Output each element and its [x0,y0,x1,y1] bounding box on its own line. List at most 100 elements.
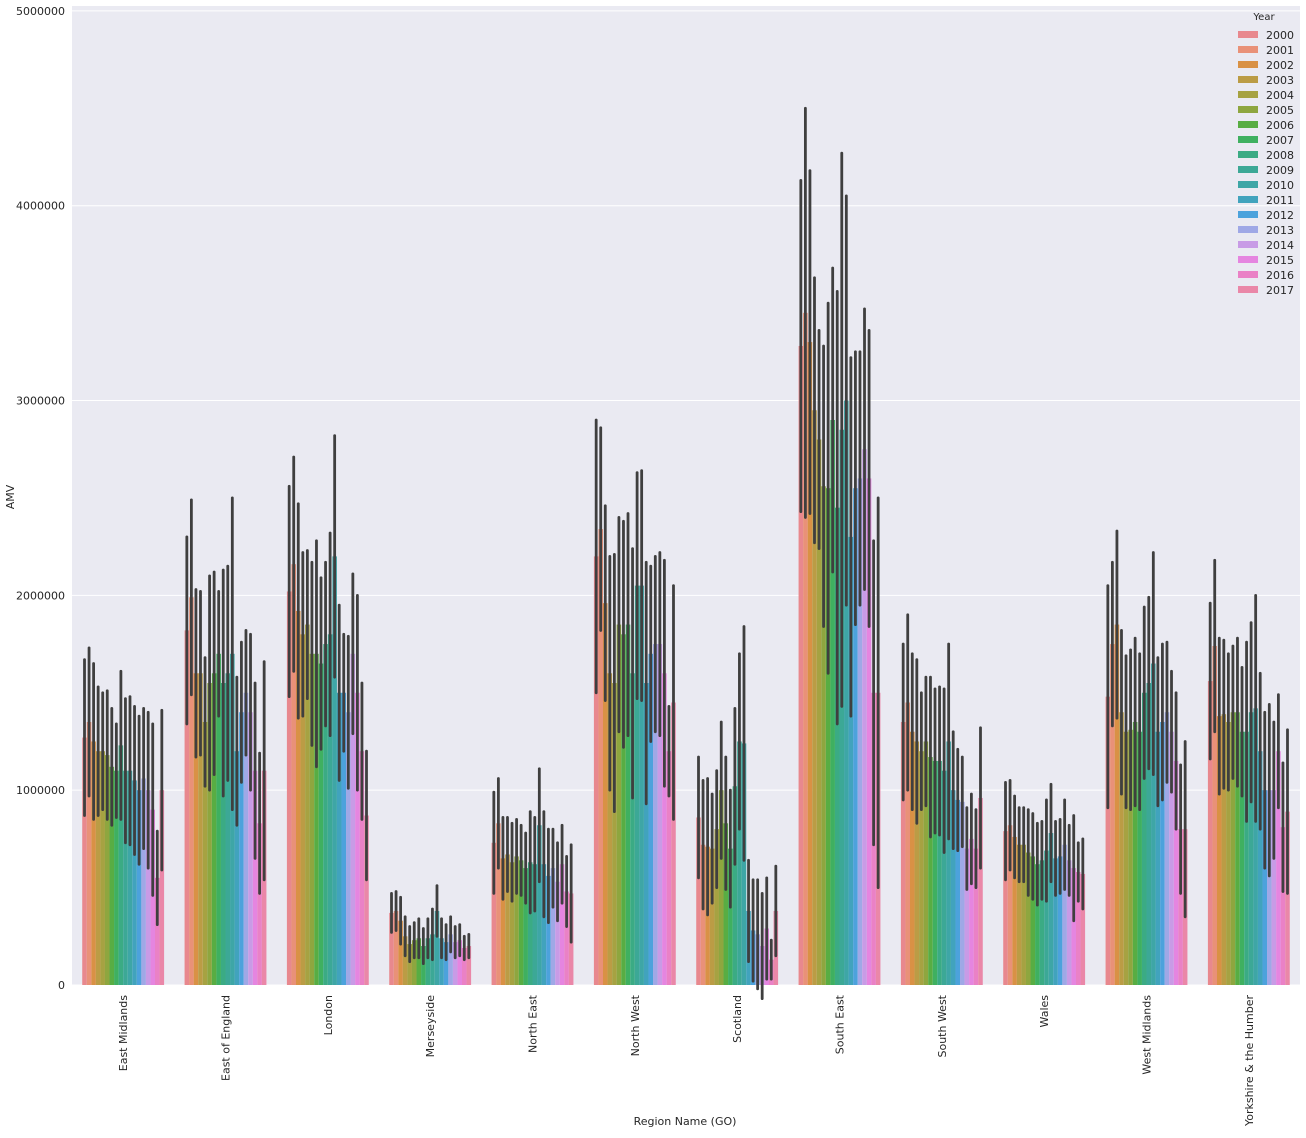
bar [848,536,854,985]
legend-swatch [1238,286,1258,293]
bar [550,868,556,985]
bar [1221,714,1227,985]
bar [714,829,719,985]
legend-label: 2000 [1266,29,1294,42]
x-tick-label: South East [834,994,847,1054]
bar [914,741,920,985]
x-tick-label: East Midlands [117,995,130,1072]
bar [807,342,813,986]
bar [1257,751,1263,985]
legend-label: 2004 [1266,89,1294,102]
bar [350,653,356,985]
bar [207,683,212,985]
bar [1039,860,1045,985]
bar [653,644,658,985]
bar [857,478,863,985]
legend-label: 2006 [1266,119,1294,132]
bar [1057,856,1063,985]
bar [114,770,119,985]
x-tick-label: Merseyside [424,995,437,1058]
bar [291,564,296,985]
legend-label: 2016 [1266,269,1294,282]
bar [346,712,351,985]
bar [1164,712,1170,985]
bar [555,881,560,985]
bar [123,770,128,985]
bar [978,797,983,985]
bar [1253,708,1258,985]
bar [709,848,715,985]
legend-label: 2007 [1266,134,1294,147]
y-tick-label: 5000000 [16,5,65,18]
bar [527,862,533,985]
bar [621,634,626,985]
bar [537,825,542,985]
bar [91,741,96,985]
bar [341,692,347,985]
legend-label: 2008 [1266,149,1294,162]
y-tick-label: 1000000 [16,784,65,797]
bar [393,910,399,985]
bar [1169,731,1174,985]
bar [398,920,403,985]
bar [189,597,194,985]
legend-label: 2010 [1266,179,1294,192]
x-tick-label: North West [629,994,642,1056]
bar [1119,712,1124,985]
bar [82,737,87,985]
bar [639,585,644,985]
bar [323,644,328,985]
legend-swatch [1238,211,1258,218]
bar [1076,872,1081,985]
bar [662,673,667,985]
bar [1044,850,1049,985]
bar [803,312,808,986]
bar [607,673,613,985]
bar [937,760,942,985]
bar [1132,721,1138,985]
bar [109,766,115,985]
bar [141,778,146,985]
legend-label: 2001 [1266,44,1294,57]
bar [407,944,412,985]
bar [1021,844,1026,985]
bar [1066,860,1072,985]
bar [648,653,654,985]
legend-label: 2009 [1266,164,1294,177]
legend-swatch [1238,241,1258,248]
bar [425,938,431,985]
bar [723,823,729,985]
bar [630,673,635,985]
bar [252,770,258,985]
legend-label: 2012 [1266,209,1294,222]
bar [1226,721,1231,985]
bar [1025,852,1031,985]
y-tick-label: 4000000 [16,200,65,213]
bar [202,721,208,985]
bar [132,780,137,985]
y-tick-label: 3000000 [16,395,65,408]
bar [364,815,369,985]
bar [559,864,565,985]
bar [862,449,867,985]
bar [448,934,453,985]
legend-swatch [1238,271,1258,278]
bar [732,786,738,985]
bar [932,760,938,985]
bar [336,692,342,985]
bar [634,585,640,985]
bar [514,856,519,985]
bar [332,556,337,985]
bar [812,410,817,985]
bar [1137,731,1142,985]
bar [505,854,510,985]
bar [1280,827,1286,985]
bar [193,673,199,985]
bar [905,702,910,985]
bar [1267,790,1272,985]
bar [314,653,319,985]
bar [941,770,947,985]
legend-label: 2011 [1266,194,1294,207]
legend-swatch [1238,121,1258,128]
bar [741,743,747,985]
